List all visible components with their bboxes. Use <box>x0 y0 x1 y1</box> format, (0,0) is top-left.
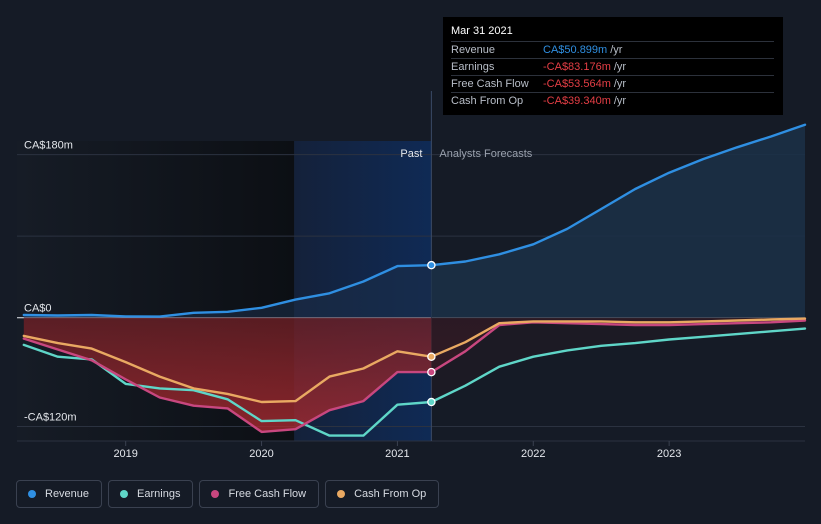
axis-labels: CA$180m CA$0 -CA$120m 2019 2020 2021 2022 2023 P… <box>24 140 681 460</box>
x-tick-label: 2022 <box>521 448 545 460</box>
y-tick-label: -CA$120m <box>24 411 77 423</box>
hover-markers <box>427 260 436 407</box>
tooltip-row-revenue: Revenue CA$50.899m /yr <box>451 41 774 58</box>
y-tick-label: CA$0 <box>24 303 52 315</box>
tooltip-unit: /yr <box>610 44 623 56</box>
x-tick-label: 2023 <box>657 448 681 460</box>
tooltip-value: -CA$39.340m <box>543 95 611 107</box>
past-label: Past <box>400 148 422 160</box>
tooltip-unit: /yr <box>613 95 627 107</box>
legend-toggle-free-cash-flow[interactable]: Free Cash Flow <box>199 480 320 508</box>
cash-from-op-line <box>22 317 807 404</box>
tooltip-value: -CA$83.176m <box>543 61 611 73</box>
revenue-marker <box>427 260 436 270</box>
x-tick-label: 2019 <box>113 448 137 460</box>
tooltip-unit: /yr <box>613 78 627 90</box>
cash-from-op-marker <box>427 352 436 361</box>
tooltip-label: Earnings <box>451 61 495 73</box>
tooltip-label: Free Cash Flow <box>451 78 529 90</box>
earnings-line <box>22 327 807 437</box>
series-areas <box>23 124 805 432</box>
revenue-line <box>22 123 807 318</box>
earnings-dot-icon <box>120 490 129 498</box>
legend-toggle-revenue[interactable]: Revenue <box>16 480 103 508</box>
legend-label: Revenue <box>45 488 90 500</box>
legend-label: Free Cash Flow <box>228 488 307 500</box>
legend-label: Cash From Op <box>354 488 427 500</box>
legend-toggle-cash-from-op[interactable]: Cash From Op <box>325 480 440 508</box>
tooltip-date: Mar 31 2021 <box>451 25 513 37</box>
tooltip-unit: /yr <box>613 61 627 73</box>
x-tick-label: 2020 <box>249 448 273 460</box>
free-cash-flow-line <box>22 319 807 434</box>
revenue-area-past <box>23 265 432 318</box>
tooltip-value: CA$50.899m <box>543 44 608 56</box>
revenue-dot-icon <box>28 490 36 498</box>
free-cash-flow-area-past <box>23 317 432 432</box>
chart-legend: Revenue Earnings Free Cash Flow Cash Fro… <box>16 480 440 508</box>
cash-from-op-dot-icon <box>337 490 346 498</box>
free-cash-flow-marker <box>427 367 436 377</box>
x-tick-label: 2021 <box>385 448 409 460</box>
revenue-area-forecast <box>431 124 805 318</box>
earnings-marker <box>427 397 436 407</box>
legend-label: Earnings <box>137 488 181 500</box>
y-tick-label: CA$180m <box>24 140 73 152</box>
tooltip-row-free-cash-flow: Free Cash Flow -CA$53.564m /yr <box>451 75 774 92</box>
earnings-area-forecast <box>431 317 805 403</box>
free-cash-flow-area-forecast <box>431 317 805 373</box>
hover-tooltip: Mar 31 2021 Revenue CA$50.899m /yr Earni… <box>443 17 783 115</box>
series-lines <box>22 123 807 437</box>
tooltip-label: Revenue <box>451 44 496 56</box>
tooltip-row-cash-from-op: Cash From Op -CA$39.340m /yr <box>451 92 774 109</box>
tooltip-label: Cash From Op <box>451 95 524 107</box>
forecast-label: Analysts Forecasts <box>439 148 532 160</box>
tooltip-value: -CA$53.564m <box>543 78 611 90</box>
tooltip-row-earnings: Earnings -CA$83.176m /yr <box>451 58 774 75</box>
free-cash-flow-dot-icon <box>211 490 220 498</box>
legend-toggle-earnings[interactable]: Earnings <box>108 480 194 508</box>
